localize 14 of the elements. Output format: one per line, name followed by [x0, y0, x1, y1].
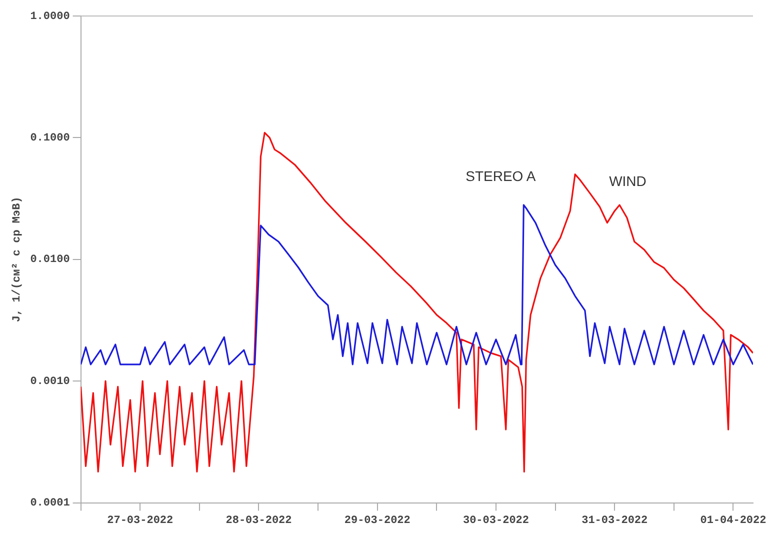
x-tick-label: 28-03-2022 — [226, 515, 292, 528]
series-label: STEREO A — [466, 168, 536, 184]
y-axis-title: J, 1/(см² с ср МэВ) — [11, 196, 24, 322]
y-tick-label: 0.1000 — [30, 132, 70, 144]
x-tick-label: 30-03-2022 — [462, 515, 529, 528]
y-tick-label: 0.0100 — [30, 254, 70, 266]
y-tick-label: 0.0001 — [30, 498, 70, 510]
series-label: WIND — [609, 173, 646, 190]
x-tick-label: 01-04-2022 — [700, 515, 766, 528]
x-tick-label: 29-03-2022 — [344, 515, 410, 528]
x-tick-label: 31-03-2022 — [582, 515, 648, 528]
y-tick-label: 0.0010 — [30, 376, 70, 388]
y-tick-label: 1.0000 — [30, 10, 70, 23]
x-tick-label: 27-03-2022 — [107, 515, 174, 528]
